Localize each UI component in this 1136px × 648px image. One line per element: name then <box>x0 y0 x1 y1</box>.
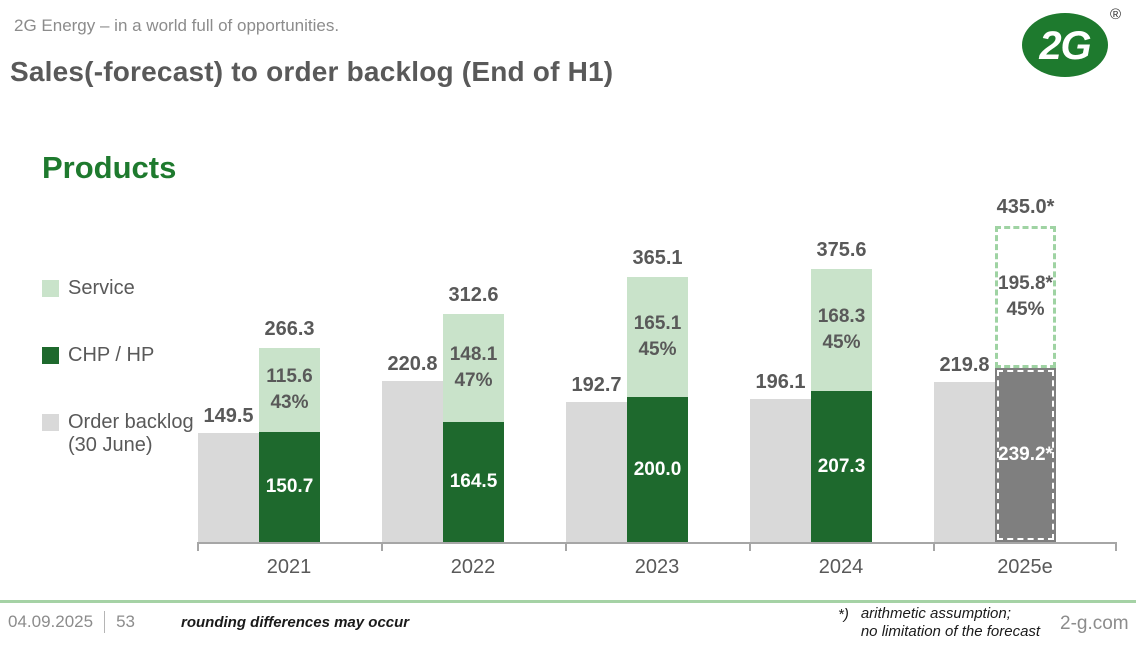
service-share-2022: 47% <box>454 370 493 391</box>
backlog-value-2022: 220.8 <box>387 353 438 375</box>
category-label-2021: 2021 <box>266 556 312 578</box>
stacked-bar-2024: 168.3 45% 207.3 <box>811 269 872 542</box>
footer-divider <box>0 600 1136 603</box>
chp-value-2023: 200.0 <box>633 458 682 480</box>
category-label-2023: 2023 <box>634 556 680 578</box>
backlog-value-2021: 149.5 <box>203 405 254 427</box>
backlog-value-2024: 196.1 <box>755 371 806 393</box>
service-segment-2023: 165.1 45% <box>627 277 688 397</box>
legend-item-chp: CHP / HP <box>42 344 194 367</box>
total-value-2022: 312.6 <box>448 284 499 306</box>
footnote-text: arithmetic assumption; no limitation of … <box>860 605 1041 640</box>
category-label-2025e: 2025e <box>997 556 1053 578</box>
category-label-2022: 2022 <box>450 556 496 578</box>
total-value-2024: 375.6 <box>816 239 867 261</box>
footer: 04.09.2025 53 rounding differences may o… <box>0 603 1136 648</box>
service-segment-2025e: 195.8* 45% <box>995 226 1056 368</box>
service-value-2022: 148.1 <box>449 344 498 365</box>
slide-number: 53 <box>116 612 136 631</box>
rounding-note: rounding differences may occur <box>181 613 410 631</box>
chp-value-2024: 207.3 <box>817 455 866 477</box>
axis-tick-0 <box>197 542 199 551</box>
logo-ellipse <box>1022 13 1108 77</box>
brand-tagline: 2G Energy – in a world full of opportuni… <box>14 16 340 35</box>
service-segment-2024: 168.3 45% <box>811 269 872 391</box>
chart-legend: Service CHP / HP Order backlog (30 June) <box>42 277 194 457</box>
backlog-bar-2024 <box>750 399 811 542</box>
chart-title: Products <box>42 150 177 185</box>
chp-segment-2025e: 239.2* <box>995 368 1056 542</box>
service-swatch-icon <box>42 280 59 297</box>
legend-label-chp: CHP / HP <box>68 344 155 366</box>
slide-date: 04.09.2025 <box>8 612 94 631</box>
chart-group-2024: 196.1 168.3 45% 207.3 375.6 2024 <box>749 212 933 578</box>
company-logo: 2G ® <box>1022 6 1132 80</box>
chp-swatch-icon <box>42 347 59 364</box>
chp-value-2025e: 239.2* <box>998 444 1053 465</box>
backlog-value-2023: 192.7 <box>571 374 622 396</box>
backlog-bar-2025e <box>934 382 995 542</box>
stacked-bar-2022: 148.1 47% 164.5 <box>443 314 504 542</box>
chp-value-2022: 164.5 <box>449 471 498 492</box>
stacked-bar-2025e: 195.8* 45% 239.2* <box>995 226 1056 542</box>
service-share-2025e: 45% <box>1006 299 1045 320</box>
page-title: Sales(-forecast) to order backlog (End o… <box>10 56 614 87</box>
backlog-swatch-icon <box>42 414 59 431</box>
chp-segment-2022: 164.5 <box>443 422 504 542</box>
chart-group-2021: 149.5 115.6 43% 150.7 266.3 2021 <box>197 212 381 578</box>
logo-2g-text: 2G <box>1039 24 1091 68</box>
service-share-2021: 43% <box>270 392 309 413</box>
chp-value-2021: 150.7 <box>265 476 314 497</box>
axis-tick-5 <box>1115 542 1117 551</box>
service-segment-2021: 115.6 43% <box>259 348 320 432</box>
chart-group-2025e: 219.8 195.8* 45% 239.2* 435.0* 2025e <box>933 196 1117 578</box>
backlog-bar-2022 <box>382 381 443 542</box>
stacked-bar-2021: 115.6 43% 150.7 <box>259 348 320 542</box>
service-share-2023: 45% <box>638 339 677 360</box>
service-value-2021: 115.6 <box>266 366 313 387</box>
total-value-2025e: 435.0* <box>996 196 1055 218</box>
footer-left: 04.09.2025 53 rounding differences may o… <box>8 611 409 633</box>
legend-item-backlog: Order backlog (30 June) <box>42 411 194 457</box>
legend-label-service: Service <box>68 277 135 299</box>
service-value-2025e: 195.8* <box>998 273 1053 294</box>
service-value-2023: 165.1 <box>633 313 682 334</box>
chp-segment-2021: 150.7 <box>259 432 320 542</box>
backlog-value-2025e: 219.8 <box>939 354 990 376</box>
stacked-bar-2023: 165.1 45% 200.0 <box>627 277 688 542</box>
legend-item-service: Service <box>42 277 194 300</box>
backlog-bar-2021 <box>198 433 259 542</box>
chart-group-2023: 192.7 165.1 45% 200.0 365.1 2023 <box>565 212 749 578</box>
registered-trademark-icon: ® <box>1110 6 1122 23</box>
category-label-2024: 2024 <box>818 556 864 578</box>
axis-tick-3 <box>749 542 751 551</box>
axis-tick-2 <box>565 542 567 551</box>
total-value-2023: 365.1 <box>632 247 683 269</box>
chart-group-2022: 220.8 148.1 47% 164.5 312.6 2022 <box>381 212 565 578</box>
chp-segment-2023: 200.0 <box>627 397 688 542</box>
axis-tick-1 <box>381 542 383 551</box>
service-segment-2022: 148.1 47% <box>443 314 504 422</box>
footer-separator <box>104 611 106 633</box>
service-value-2024: 168.3 <box>817 306 866 327</box>
total-value-2021: 266.3 <box>264 318 315 340</box>
legend-label-backlog: Order backlog (30 June) <box>68 411 194 456</box>
chart-plot: 149.5 115.6 43% 150.7 266.3 2021 220.8 148.1 47%… <box>197 196 1117 578</box>
website-label: 2-g.com <box>1060 613 1129 634</box>
footnote-marker: *) <box>838 606 849 623</box>
chp-segment-2024: 207.3 <box>811 391 872 542</box>
service-share-2024: 45% <box>822 332 861 353</box>
backlog-bar-2023 <box>566 402 627 542</box>
asterisk-footnote: *) arithmetic assumption; no limitation … <box>838 605 1040 641</box>
axis-tick-4 <box>933 542 935 551</box>
